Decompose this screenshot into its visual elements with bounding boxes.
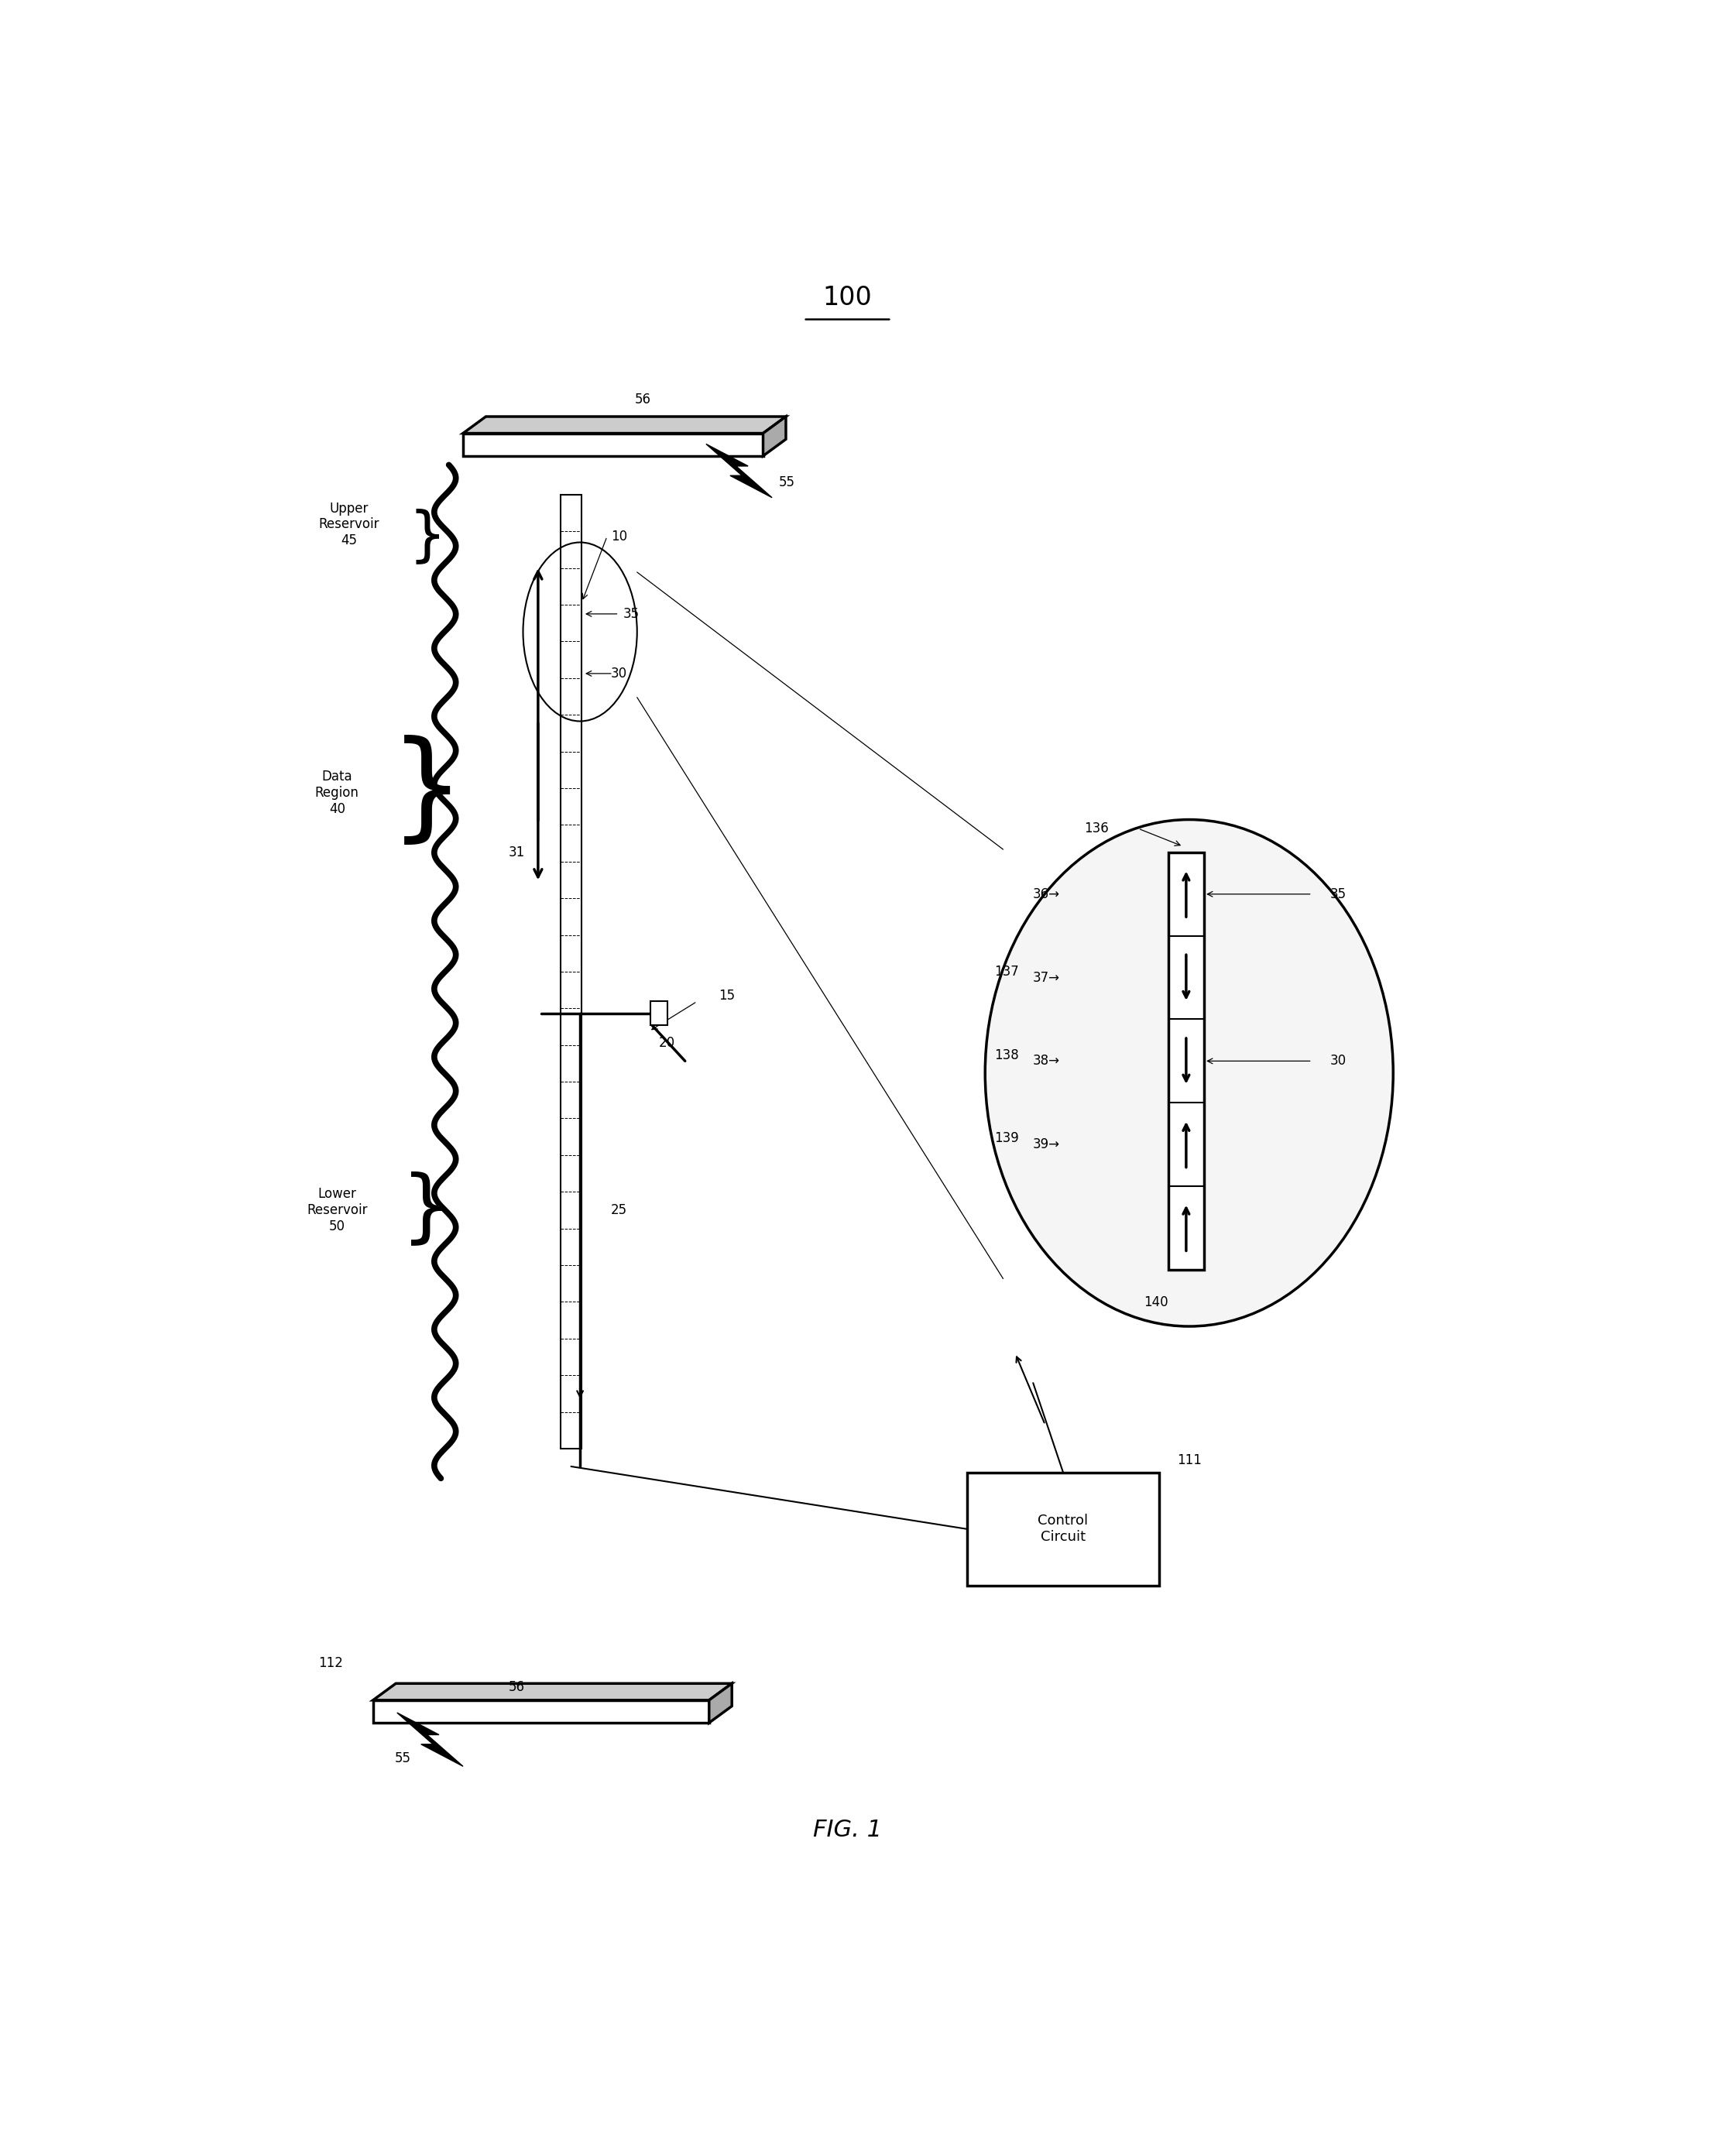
Bar	[967, 1472, 1160, 1585]
Ellipse shape	[984, 820, 1394, 1327]
Text: Upper
Reservoir
45: Upper Reservoir 45	[319, 501, 380, 547]
Bar	[561, 494, 582, 1448]
Text: 10: 10	[611, 530, 627, 543]
Text: 112: 112	[319, 1657, 344, 1670]
Text: 36→: 36→	[1033, 886, 1061, 901]
Text: }: }	[408, 507, 446, 564]
Text: 139: 139	[995, 1131, 1019, 1146]
Text: 15: 15	[719, 988, 736, 1003]
Polygon shape	[398, 1713, 464, 1766]
Bar	[1168, 852, 1205, 1269]
Text: 137: 137	[995, 965, 1019, 978]
Text: 39→: 39→	[1033, 1137, 1061, 1152]
Text: 30: 30	[1330, 1054, 1347, 1067]
Text: }: }	[389, 735, 465, 850]
Text: 30: 30	[611, 667, 627, 679]
Text: 140: 140	[1144, 1295, 1168, 1310]
Text: 136: 136	[1083, 822, 1108, 835]
Polygon shape	[764, 417, 786, 456]
Text: 35: 35	[1330, 886, 1347, 901]
Text: Control
Circuit: Control Circuit	[1038, 1514, 1088, 1544]
Text: 38→: 38→	[1033, 1054, 1061, 1067]
Text: 25: 25	[611, 1203, 627, 1216]
Polygon shape	[373, 1700, 708, 1723]
Text: }: }	[401, 1172, 453, 1248]
Text: 138: 138	[995, 1048, 1019, 1063]
Text: 100: 100	[823, 285, 871, 311]
Polygon shape	[708, 1683, 733, 1723]
Text: 56: 56	[509, 1681, 526, 1693]
Polygon shape	[707, 443, 773, 498]
Text: FIG. 1: FIG. 1	[812, 1819, 882, 1840]
Text: 55: 55	[394, 1751, 411, 1766]
Polygon shape	[464, 417, 786, 432]
Text: 35: 35	[623, 607, 639, 620]
Text: 31: 31	[509, 846, 526, 858]
Polygon shape	[464, 432, 764, 456]
Text: 20: 20	[660, 1035, 675, 1050]
Bar	[651, 1001, 667, 1025]
Text: 56: 56	[635, 392, 651, 407]
Text: Data
Region
40: Data Region 40	[314, 769, 359, 816]
Text: Lower
Reservoir
50: Lower Reservoir 50	[307, 1186, 368, 1233]
Text: 55: 55	[779, 475, 795, 490]
Polygon shape	[373, 1683, 733, 1700]
Text: 111: 111	[1177, 1453, 1201, 1468]
Text: 37→: 37→	[1033, 971, 1061, 984]
